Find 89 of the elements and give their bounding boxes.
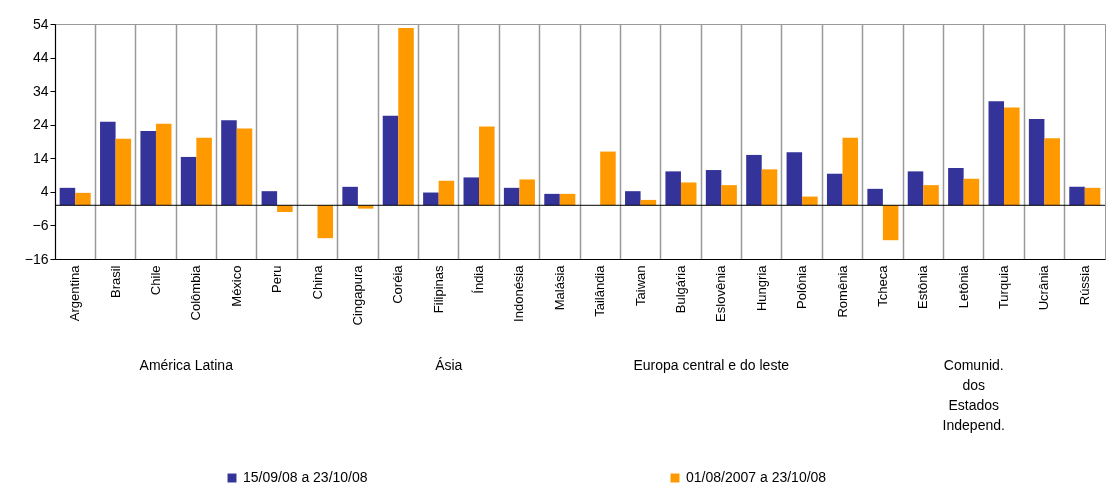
bar (544, 193, 560, 206)
text: Comunid. dos Estados Independ. (942, 357, 1005, 433)
y-tick-label: −6 (32, 216, 49, 233)
x-tick-label: Peru (269, 265, 285, 293)
bar (155, 123, 172, 206)
x-tick-label: Malásia (551, 264, 567, 311)
bar (705, 170, 722, 206)
bar (1084, 187, 1101, 206)
text: Europa central e do leste (633, 357, 790, 373)
x-tick-label: Chile (147, 265, 163, 296)
x-tick-label: México (228, 265, 244, 307)
y-tick-label: 4 (40, 183, 49, 200)
x-tick-label: Cingapura (349, 264, 365, 326)
bar (236, 128, 253, 206)
x-tick-label: Tcheca (874, 264, 890, 307)
bar (882, 205, 899, 241)
y-tick-label: −16 (24, 250, 49, 267)
x-tick-label: Tailândia (592, 264, 608, 317)
bar (1044, 138, 1060, 206)
x-tick-label: Brasil (107, 265, 123, 299)
legend-label: 01/08/2007 a 23/10/08 (686, 469, 827, 485)
bar (140, 131, 156, 206)
bar (59, 187, 76, 206)
bar (196, 137, 212, 206)
x-tick-label: Hungria (753, 264, 769, 312)
x-tick-label: Colômbia (188, 264, 204, 321)
bar (1028, 119, 1045, 206)
bar (398, 28, 414, 206)
bar (438, 180, 455, 206)
x-tick-label: Turquia (996, 264, 1012, 310)
bar (923, 185, 939, 206)
bar (746, 154, 762, 206)
text: Ásia (435, 357, 463, 373)
bar (75, 192, 91, 206)
y-tick-label: 34 (32, 82, 49, 99)
x-tick-label: Romênia (834, 264, 850, 318)
x-tick-label: Indonésia (511, 264, 527, 322)
bar (665, 171, 681, 206)
x-tick-label: Bulgária (672, 264, 688, 314)
x-tick-label: Argentina (67, 264, 83, 322)
bar (600, 151, 616, 206)
bar (867, 188, 883, 206)
bar (680, 182, 697, 206)
bar (342, 186, 358, 206)
x-tick-label: Filipinas (430, 265, 446, 314)
bar (786, 152, 803, 206)
x-tick-label: Ucrânia (1036, 264, 1052, 311)
bar (423, 192, 439, 206)
y-tick-label: 24 (32, 116, 49, 133)
bar (988, 101, 1005, 206)
bar (1004, 107, 1020, 206)
bar (948, 168, 964, 206)
x-tick-label: Índia (471, 264, 487, 294)
bar (180, 156, 197, 206)
bar (842, 137, 859, 206)
x-tick-label: Estônia (915, 264, 931, 309)
bar (277, 205, 293, 212)
x-tick-label: Coréia (390, 264, 406, 304)
bar (519, 179, 535, 206)
y-tick-label: 44 (32, 49, 49, 66)
bar (463, 177, 480, 206)
bar (802, 196, 818, 206)
y-tick-label: 14 (32, 149, 49, 166)
y-tick-label: 54 (32, 15, 49, 32)
bar (761, 169, 778, 206)
x-tick-label: Polônia (794, 264, 810, 309)
bar (721, 185, 737, 206)
bar (963, 178, 980, 206)
bar (559, 193, 576, 206)
bar (826, 173, 843, 206)
bar (100, 121, 116, 206)
bar (625, 191, 641, 206)
bar (907, 171, 924, 206)
bar (317, 205, 334, 239)
bar (261, 191, 278, 206)
x-tick-label: Taiwan (632, 265, 648, 306)
x-tick-label: Eslovênia (713, 264, 729, 322)
legend-label: 15/09/08 a 23/10/08 (243, 469, 368, 485)
bar (640, 199, 657, 206)
text: América Latina (139, 357, 234, 373)
bar (1069, 186, 1085, 206)
bar (503, 187, 520, 206)
bar (479, 126, 495, 206)
x-tick-label: Letônia (955, 264, 971, 309)
x-tick-label: China (309, 264, 325, 300)
bar (221, 120, 237, 206)
bar (115, 138, 132, 206)
bar (382, 115, 399, 206)
x-tick-label: Rússia (1076, 264, 1092, 306)
